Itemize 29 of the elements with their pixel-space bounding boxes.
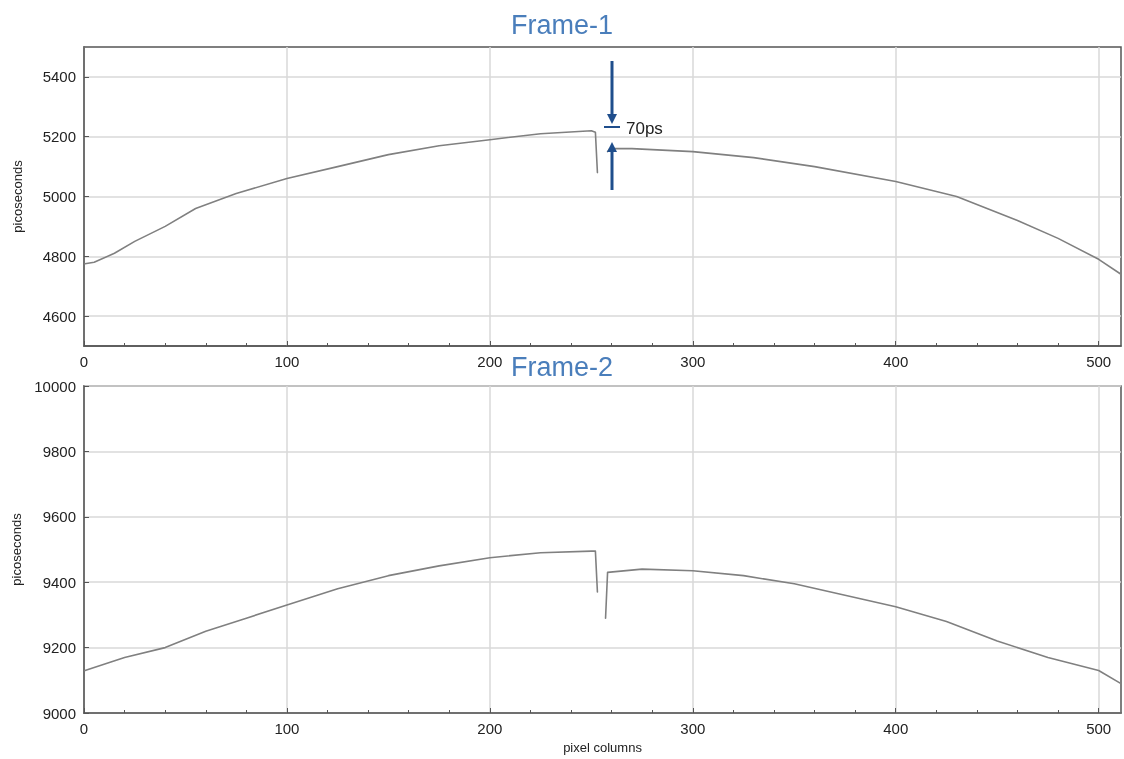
x-tick-label: 300 — [680, 353, 706, 370]
y-tick-label: 9800 — [42, 442, 76, 460]
x-tick-label: 100 — [274, 353, 300, 370]
x-tick-label: 100 — [274, 720, 300, 737]
x-tick-label: 200 — [477, 353, 503, 370]
chart-title: Frame-1 — [510, 9, 614, 40]
x-tick-label: 0 — [79, 353, 89, 370]
y-tick-label: 5000 — [42, 188, 76, 205]
y-tick-label: 9400 — [42, 573, 76, 591]
x-tick-label: 500 — [1086, 353, 1112, 370]
x-tick-label: 0 — [79, 720, 89, 737]
y-tick-label: 5400 — [42, 68, 76, 86]
y-tick-label: 5200 — [42, 128, 76, 146]
chart-title: Frame-2 — [510, 351, 614, 382]
y-tick-label: 9200 — [42, 639, 76, 657]
y-tick-label: 9000 — [42, 704, 76, 722]
y-tick-label: 4800 — [42, 247, 76, 265]
x-tick-label: 400 — [883, 720, 909, 737]
annotation: 70ps — [626, 119, 663, 138]
x-tick-label: 300 — [680, 720, 706, 737]
y-tick-label: 4600 — [42, 307, 76, 325]
y-tick-label: 10000 — [34, 377, 76, 395]
x-axis-title: pixel columns — [563, 739, 643, 755]
y-axis-title: picoseconds — [9, 512, 25, 586]
y-tick-label: 9600 — [42, 508, 76, 526]
x-tick-label: 200 — [477, 720, 503, 737]
x-tick-label: 500 — [1086, 720, 1112, 737]
x-tick-label: 400 — [883, 353, 909, 370]
y-axis-title: picoseconds — [10, 159, 25, 233]
